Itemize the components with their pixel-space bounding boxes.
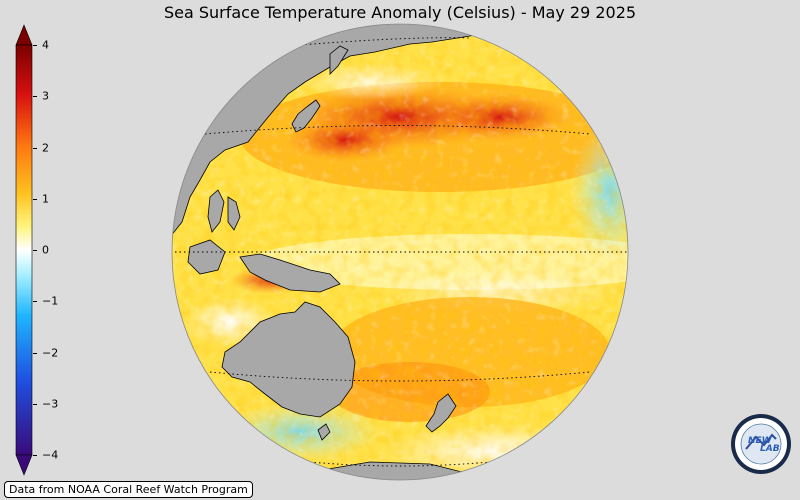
colorbar-tick-mark xyxy=(33,96,37,98)
borneo xyxy=(187,239,226,275)
japan-islands xyxy=(291,99,321,133)
colorbar-gradient xyxy=(15,44,33,456)
graticule-30n xyxy=(204,125,591,135)
colorbar-tick-label: 4 xyxy=(42,38,49,52)
tasmania xyxy=(317,423,331,441)
colorbar-tick-label: 2 xyxy=(42,141,49,154)
kamchatka xyxy=(329,45,349,75)
colorbar-tick-label: 1 xyxy=(42,192,49,206)
colorbar-min-arrow xyxy=(15,454,33,476)
colorbar-tick-mark xyxy=(33,301,37,303)
graticule-30s xyxy=(209,371,591,382)
colorbar-graphic xyxy=(15,24,33,476)
data-credit: Data from NOAA Coral Reef Watch Program xyxy=(4,481,253,498)
new-guinea xyxy=(239,253,341,293)
sst-anomaly-globe xyxy=(171,23,629,481)
philippines-islands xyxy=(227,196,241,231)
new-lab-logo: NEW LAB xyxy=(730,413,792,475)
taiwan-philippines xyxy=(207,189,225,233)
colorbar-tick-mark xyxy=(33,198,37,200)
colorbar-tick-mark xyxy=(33,45,37,46)
colorbar-tick-mark xyxy=(33,403,37,405)
colorbar-tick-mark xyxy=(33,455,37,456)
colorbar-tick-mark xyxy=(33,250,37,251)
logo-graphic: NEW LAB xyxy=(731,414,791,474)
colorbar-tick-mark xyxy=(33,352,37,354)
new-zealand xyxy=(425,393,457,433)
colorbar-tick-label: −1 xyxy=(42,294,59,308)
globe-map xyxy=(170,22,630,482)
colorbar: 4 3 2 1 0 −1 −2 −3 −4 xyxy=(0,22,60,478)
colorbar-tick-mark xyxy=(33,147,37,149)
colorbar-tick-label: −4 xyxy=(42,448,59,462)
globe-outline xyxy=(171,23,629,481)
colorbar-tick-label: −2 xyxy=(42,346,59,359)
logo-text-new: NEW xyxy=(748,436,773,446)
map-title: Sea Surface Temperature Anomaly (Celsius… xyxy=(163,3,637,22)
colorbar-tick-label: −3 xyxy=(42,397,59,411)
colorbar-max-arrow xyxy=(15,24,33,46)
australia xyxy=(221,301,356,418)
graticule-60s xyxy=(309,461,491,467)
logo-text-lab: LAB xyxy=(760,444,780,454)
colorbar-tick-label: 3 xyxy=(42,89,49,103)
colorbar-tick-label: 0 xyxy=(42,243,49,257)
